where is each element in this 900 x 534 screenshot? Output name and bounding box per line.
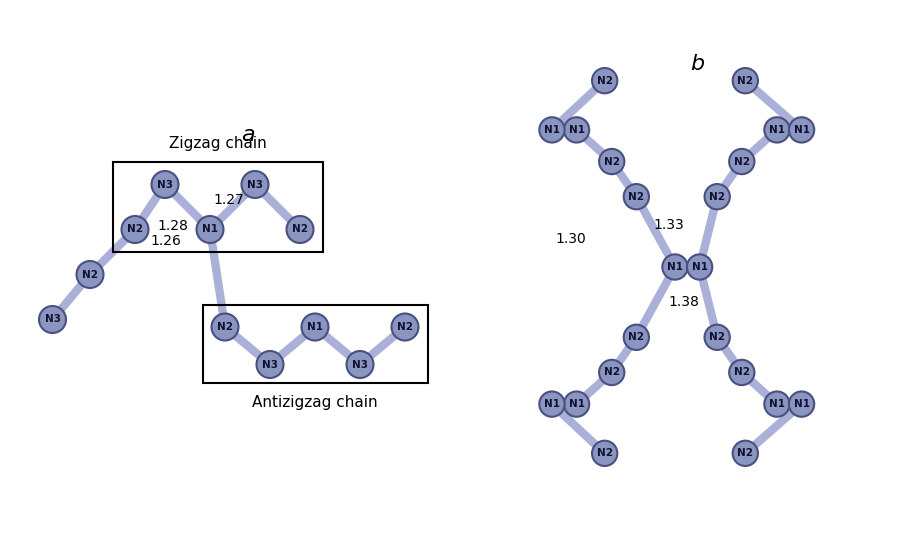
Text: N1: N1: [769, 125, 785, 135]
Circle shape: [76, 261, 104, 288]
Text: N1: N1: [794, 399, 810, 409]
Circle shape: [624, 325, 649, 350]
Text: N1: N1: [691, 262, 707, 272]
Text: N2: N2: [217, 322, 233, 332]
Circle shape: [705, 184, 730, 209]
Text: b: b: [690, 53, 705, 74]
Circle shape: [212, 313, 239, 341]
Text: N2: N2: [597, 76, 613, 85]
Text: 1.38: 1.38: [668, 295, 698, 309]
Circle shape: [564, 117, 590, 143]
Circle shape: [286, 216, 313, 243]
Circle shape: [346, 351, 374, 378]
Circle shape: [599, 149, 625, 174]
Circle shape: [789, 117, 814, 143]
Circle shape: [302, 313, 328, 341]
Text: N2: N2: [397, 322, 413, 332]
Circle shape: [564, 391, 590, 417]
Text: N1: N1: [202, 224, 218, 234]
Text: N3: N3: [157, 179, 173, 190]
Circle shape: [624, 184, 649, 209]
Circle shape: [539, 391, 564, 417]
Text: 1.26: 1.26: [150, 234, 181, 248]
Text: 1.30: 1.30: [555, 232, 586, 246]
Text: N2: N2: [709, 332, 725, 342]
Circle shape: [687, 254, 712, 280]
Text: N2: N2: [597, 449, 613, 458]
Text: Antizigzag chain: Antizigzag chain: [252, 395, 378, 410]
Text: N2: N2: [604, 156, 620, 167]
Text: N2: N2: [628, 192, 644, 202]
Text: N1: N1: [569, 125, 585, 135]
Text: N3: N3: [247, 179, 263, 190]
Text: N2: N2: [127, 224, 143, 234]
Text: N2: N2: [628, 332, 644, 342]
Circle shape: [122, 216, 148, 243]
Text: N3: N3: [44, 315, 60, 325]
Text: Zigzag chain: Zigzag chain: [168, 136, 266, 151]
Text: N2: N2: [604, 367, 620, 378]
Circle shape: [39, 306, 66, 333]
Circle shape: [592, 68, 617, 93]
Circle shape: [196, 216, 223, 243]
Circle shape: [789, 391, 814, 417]
Text: N3: N3: [262, 359, 278, 370]
Circle shape: [764, 117, 789, 143]
Circle shape: [241, 171, 268, 198]
Circle shape: [256, 351, 284, 378]
Text: N1: N1: [307, 322, 323, 332]
Text: N1: N1: [569, 399, 585, 409]
Circle shape: [539, 117, 564, 143]
Text: N2: N2: [82, 270, 98, 279]
Circle shape: [662, 254, 688, 280]
Text: N2: N2: [737, 449, 753, 458]
Circle shape: [392, 313, 418, 341]
Text: N2: N2: [734, 156, 750, 167]
Text: a: a: [240, 125, 255, 145]
Circle shape: [729, 149, 754, 174]
Text: N1: N1: [769, 399, 785, 409]
Text: N1: N1: [667, 262, 683, 272]
Circle shape: [729, 360, 754, 385]
Text: N2: N2: [292, 224, 308, 234]
Text: 1.28: 1.28: [158, 219, 188, 233]
Text: N1: N1: [544, 399, 560, 409]
Text: N2: N2: [734, 367, 750, 378]
Text: 1.27: 1.27: [214, 192, 245, 207]
Circle shape: [151, 171, 178, 198]
Text: N2: N2: [709, 192, 725, 202]
Text: N3: N3: [352, 359, 368, 370]
Text: N1: N1: [794, 125, 810, 135]
Circle shape: [733, 68, 758, 93]
Circle shape: [599, 360, 625, 385]
Text: N2: N2: [737, 76, 753, 85]
Circle shape: [733, 441, 758, 466]
Circle shape: [592, 441, 617, 466]
Text: N1: N1: [544, 125, 560, 135]
Text: 1.33: 1.33: [654, 218, 685, 232]
Circle shape: [705, 325, 730, 350]
Circle shape: [764, 391, 789, 417]
